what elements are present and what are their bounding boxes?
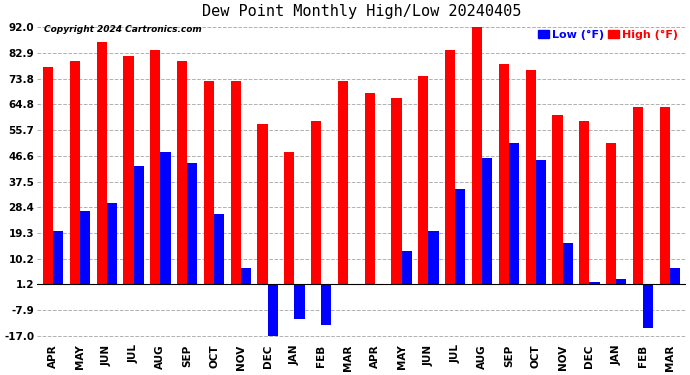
Bar xyxy=(295,285,304,319)
Bar xyxy=(589,282,600,285)
Bar xyxy=(70,62,80,285)
Bar xyxy=(616,279,627,285)
Bar xyxy=(391,98,402,285)
Bar xyxy=(418,75,428,285)
Bar xyxy=(579,121,589,285)
Bar xyxy=(160,152,170,285)
Bar xyxy=(660,106,670,285)
Bar xyxy=(606,144,616,285)
Legend: Low (°F), High (°F): Low (°F), High (°F) xyxy=(535,27,680,42)
Bar xyxy=(97,42,107,285)
Bar xyxy=(472,27,482,285)
Bar xyxy=(526,70,535,285)
Bar xyxy=(509,144,519,285)
Bar xyxy=(150,50,160,285)
Bar xyxy=(230,81,241,285)
Bar xyxy=(107,203,117,285)
Title: Dew Point Monthly High/Low 20240405: Dew Point Monthly High/Low 20240405 xyxy=(201,4,521,19)
Bar xyxy=(562,243,573,285)
Bar xyxy=(499,64,509,285)
Bar xyxy=(643,285,653,327)
Bar xyxy=(177,62,187,285)
Bar xyxy=(428,231,439,285)
Bar xyxy=(204,81,214,285)
Bar xyxy=(365,93,375,285)
Bar xyxy=(402,251,412,285)
Bar xyxy=(445,50,455,285)
Bar xyxy=(257,124,268,285)
Bar xyxy=(80,211,90,285)
Bar xyxy=(214,214,224,285)
Bar xyxy=(124,56,134,285)
Bar xyxy=(134,166,144,285)
Bar xyxy=(284,152,295,285)
Bar xyxy=(187,163,197,285)
Bar xyxy=(535,160,546,285)
Bar xyxy=(241,268,251,285)
Bar xyxy=(43,67,53,285)
Bar xyxy=(455,189,466,285)
Bar xyxy=(268,285,278,336)
Bar xyxy=(482,158,492,285)
Bar xyxy=(670,268,680,285)
Bar xyxy=(338,81,348,285)
Bar xyxy=(311,121,322,285)
Bar xyxy=(552,115,562,285)
Bar xyxy=(633,106,643,285)
Bar xyxy=(53,231,63,285)
Text: Copyright 2024 Cartronics.com: Copyright 2024 Cartronics.com xyxy=(43,25,201,34)
Bar xyxy=(322,285,331,325)
